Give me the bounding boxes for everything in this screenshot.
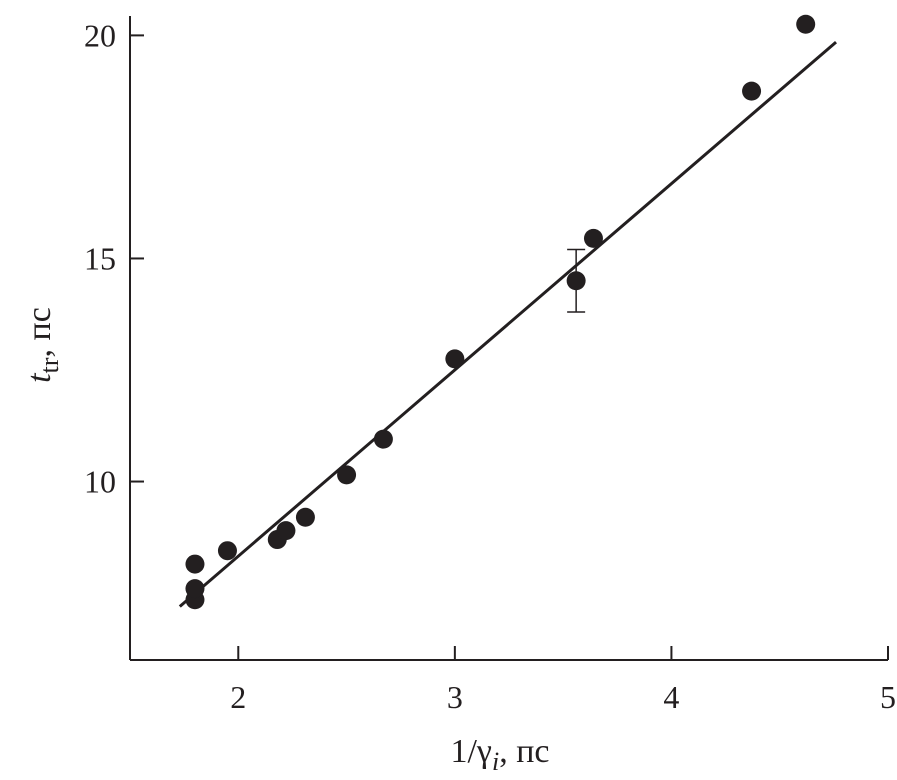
y-ticks: 10 15 20	[84, 17, 144, 500]
data-point	[566, 271, 586, 291]
x-ticks: 2 3 4 5	[230, 646, 896, 715]
data-point	[295, 507, 315, 527]
data-point	[445, 349, 465, 369]
fit-line-group	[178, 40, 838, 608]
data-point	[185, 554, 205, 574]
data-point	[337, 465, 357, 485]
y-tick-label: 15	[84, 240, 116, 276]
data-point	[185, 579, 205, 599]
x-tick-label: 5	[880, 679, 896, 715]
axes	[129, 16, 888, 661]
data-point	[742, 81, 762, 101]
data-point	[373, 429, 393, 449]
data-point	[217, 541, 237, 561]
fit-line	[178, 40, 838, 608]
y-tick-label: 20	[84, 17, 116, 53]
x-tick-label: 3	[447, 679, 463, 715]
x-axis-label: 1/γi, пс	[450, 733, 549, 776]
data-points	[185, 14, 816, 610]
data-point	[276, 521, 296, 541]
x-tick-label: 2	[230, 679, 246, 715]
y-axis-label: ttr, пс	[21, 307, 64, 383]
data-point	[796, 14, 816, 34]
x-tick-label: 4	[663, 679, 679, 715]
data-point	[583, 228, 603, 248]
y-tick-label: 10	[84, 464, 116, 500]
